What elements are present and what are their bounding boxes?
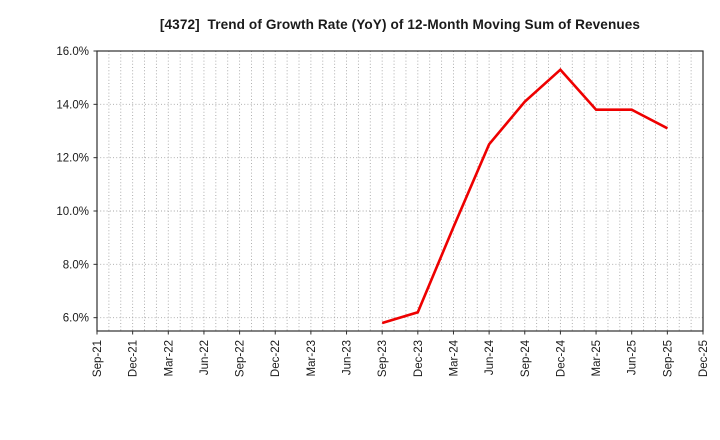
y-tick-label: 16.0% (56, 46, 89, 58)
revenue-growth-line (381, 67, 669, 325)
chart-title: [4372] Trend of Growth Rate (YoY) of 12-… (159, 17, 641, 32)
x-tick-label: Mar-23 (306, 340, 318, 376)
plot-border (96, 50, 704, 332)
x-tick-label: Jun-23 (342, 340, 354, 375)
x-tick-label: Dec-25 (698, 340, 710, 377)
y-tick-label: 6.0% (63, 313, 89, 325)
y-tick-label: 14.0% (56, 99, 89, 111)
x-tick-label: Dec-23 (413, 340, 425, 377)
x-tick-label: Mar-22 (163, 340, 175, 376)
x-tick-label: Sep-24 (520, 339, 532, 377)
x-tick-label: Dec-22 (270, 340, 282, 377)
x-tick-label: Jun-24 (484, 339, 496, 375)
x-tick-label: Mar-24 (448, 339, 460, 376)
x-tick-label: Sep-22 (235, 340, 247, 377)
y-tick-label: 10.0% (56, 206, 89, 218)
x-tick-label: Dec-24 (555, 339, 567, 377)
x-tick-label: Sep-25 (662, 340, 674, 377)
y-tick-label: 12.0% (56, 153, 89, 165)
x-tick-label: Mar-25 (591, 340, 603, 376)
x-tick-label: Sep-23 (377, 340, 389, 377)
x-tick-label: Jun-22 (199, 340, 211, 375)
y-tick-label: 8.0% (63, 259, 89, 271)
x-tick-label: Sep-21 (92, 340, 104, 377)
x-tick-label: Jun-25 (627, 340, 639, 375)
x-tick-label: Dec-21 (128, 340, 140, 377)
